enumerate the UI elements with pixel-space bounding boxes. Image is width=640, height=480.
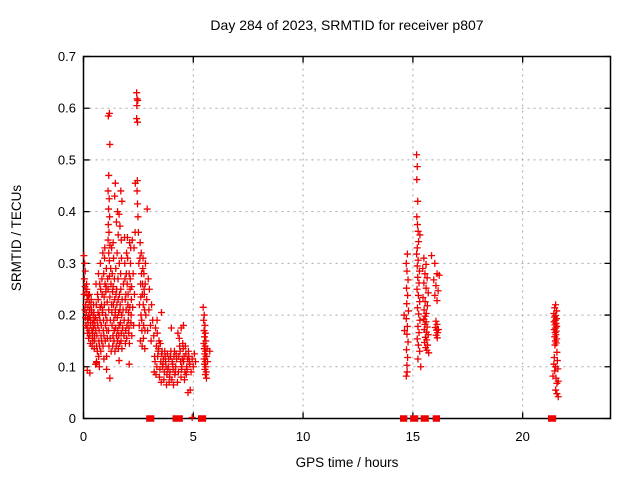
chart-title: Day 284 of 2023, SRMTID for receiver p80… bbox=[210, 17, 483, 33]
plus-markers bbox=[80, 89, 562, 421]
y-tick-label: 0.5 bbox=[58, 152, 76, 167]
x-tick-label: 15 bbox=[406, 429, 420, 444]
y-tick-label: 0.6 bbox=[58, 101, 76, 116]
y-axis-label: SRMTID / TECUs bbox=[9, 185, 24, 292]
scatter-points bbox=[80, 89, 562, 422]
y-tick-label: 0.2 bbox=[58, 308, 76, 323]
x-tick-label: 5 bbox=[190, 429, 197, 444]
y-tick-labels: 0 0.1 0.2 0.3 0.4 0.5 0.6 0.7 bbox=[58, 49, 76, 426]
grid-lines bbox=[83, 56, 611, 419]
x-tick-label: 0 bbox=[80, 429, 87, 444]
y-tick-label: 0.1 bbox=[58, 359, 76, 374]
x-tick-label: 10 bbox=[296, 429, 310, 444]
y-tick-label: 0.4 bbox=[58, 204, 76, 219]
plot-border bbox=[82, 55, 612, 420]
x-tick-label: 20 bbox=[515, 429, 529, 444]
y-tick-label: 0 bbox=[69, 411, 76, 426]
y-tick-label: 0.3 bbox=[58, 256, 76, 271]
x-axis-label: GPS time / hours bbox=[296, 455, 399, 470]
x-tick-labels: 0 5 10 15 20 bbox=[80, 429, 530, 444]
y-tick-label: 0.7 bbox=[58, 49, 76, 64]
